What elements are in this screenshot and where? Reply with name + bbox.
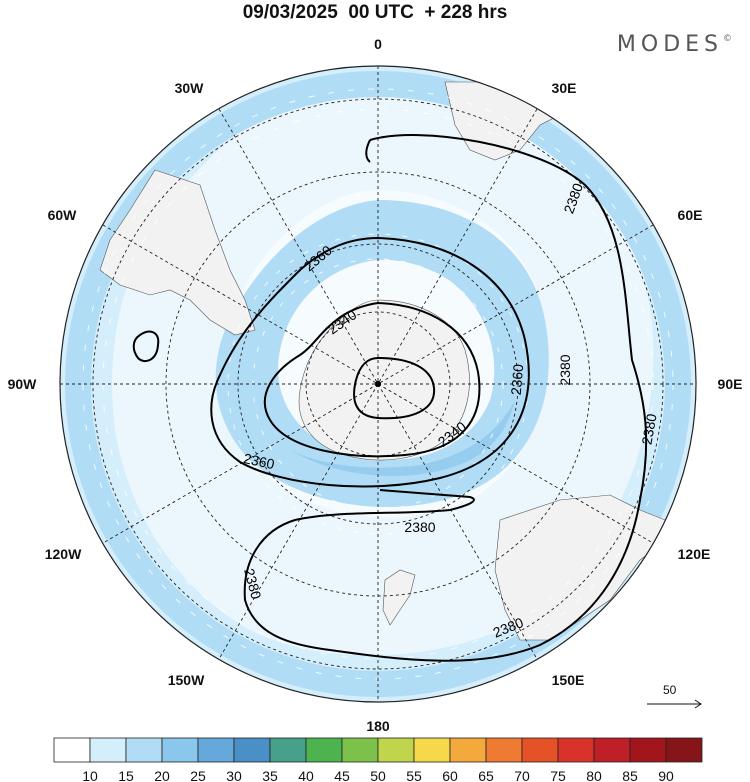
- lon-label-60w: 60W: [47, 207, 77, 223]
- colorbar: 10 15 20 25 30 35 40 45 50 55 60 65 70 75 80 85 90: [53, 737, 703, 782]
- contour-2340: [263, 301, 481, 458]
- lon-label-90e: 90E: [717, 376, 743, 392]
- lon-label-30e: 30E: [551, 80, 577, 96]
- colorbar-label: 40: [298, 768, 314, 782]
- colorbar-label: 30: [226, 768, 242, 782]
- brand-logo: MODES©: [617, 32, 732, 57]
- polar-map: 2340 2340 2360 2360 2360 2380 2380 2380 …: [59, 65, 697, 703]
- colorbar-box: [629, 737, 667, 763]
- lon-label-180: 180: [366, 718, 390, 734]
- contour-2380: [243, 134, 648, 662]
- colorbar-box: [485, 737, 523, 763]
- contour-label: 2380: [638, 412, 659, 446]
- copyright-mark: ©: [723, 34, 732, 44]
- wind-reference-arrow-icon: [647, 699, 702, 709]
- lon-label-60e: 60E: [677, 207, 703, 223]
- colorbar-box: [557, 737, 595, 763]
- lon-label-150w: 150W: [167, 672, 205, 688]
- colorbar-label: 35: [262, 768, 278, 782]
- brand-name: MODES: [616, 32, 723, 57]
- wind-shade-jet-core: [290, 400, 515, 477]
- colorbar-box: [377, 737, 415, 763]
- antarctica-land: [298, 299, 470, 461]
- map-border: [59, 65, 697, 703]
- colorbar-box: [197, 737, 235, 763]
- colorbar-label: 10: [82, 768, 98, 782]
- wind-shade-jet: [215, 200, 549, 508]
- contour-label: 2380: [557, 354, 573, 385]
- map-title: 09/03/2025 00 UTC + 228 hrs: [242, 2, 508, 23]
- colorbar-label: 20: [154, 768, 170, 782]
- contour-label: 2360: [508, 363, 527, 396]
- colorbar-box: [233, 737, 271, 763]
- colorbar-box: [521, 737, 559, 763]
- lon-label-90w: 90W: [7, 376, 37, 392]
- colorbar-label: 50: [370, 768, 386, 782]
- colorbar-box: [269, 737, 307, 763]
- colorbar-label: 85: [622, 768, 638, 782]
- new-zealand-land: [382, 569, 416, 626]
- geopotential-contours: [132, 134, 648, 662]
- colorbar-box: [665, 737, 703, 763]
- colorbar-label: 65: [478, 768, 494, 782]
- lon-label-120w: 120W: [44, 546, 82, 562]
- colorbar-box: [593, 737, 631, 763]
- colorbar-label: 90: [658, 768, 674, 782]
- contour-label: 2360: [242, 450, 276, 472]
- wind-reference-label: 50: [663, 683, 677, 697]
- colorbar-box: [89, 737, 127, 763]
- colorbar-box: [413, 737, 451, 763]
- colorbar-label: 80: [586, 768, 602, 782]
- australia-land: [494, 494, 666, 641]
- lon-label-150e: 150E: [551, 672, 585, 688]
- lon-label-0: 0: [374, 36, 382, 52]
- colorbar-label: 15: [118, 768, 134, 782]
- colorbar-box: [53, 737, 91, 763]
- south-pole-marker: [375, 381, 381, 387]
- contour-2360: [210, 236, 530, 488]
- colorbar-box: [305, 737, 343, 763]
- contour-2320: [353, 356, 436, 420]
- contour-label: 2380: [404, 519, 435, 535]
- closed-contour-west: [132, 330, 160, 363]
- south-america-land: [99, 169, 256, 336]
- contour-label: 2380: [241, 567, 265, 601]
- colorbar-label: 55: [406, 768, 422, 782]
- colorbar-box: [341, 737, 379, 763]
- contour-2380-top: [365, 139, 371, 163]
- colorbar-box: [449, 737, 487, 763]
- lon-label-120e: 120E: [677, 546, 711, 562]
- colorbar-label: 45: [334, 768, 350, 782]
- colorbar-label: 60: [442, 768, 458, 782]
- lon-label-30w: 30W: [174, 80, 204, 96]
- colorbar-box: [125, 737, 163, 763]
- colorbar-box: [161, 737, 199, 763]
- colorbar-label: 70: [514, 768, 530, 782]
- colorbar-label: 25: [190, 768, 206, 782]
- colorbar-label: 75: [550, 768, 566, 782]
